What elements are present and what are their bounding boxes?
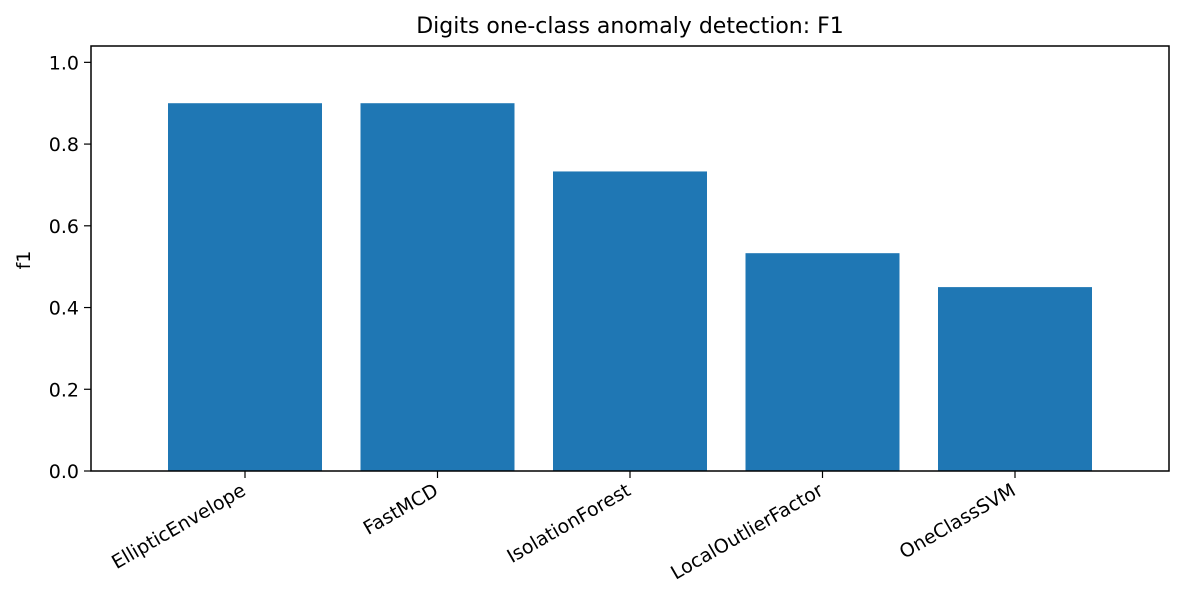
y-tick-label: 0.8 [49,134,79,156]
y-axis-label: f1 [13,251,35,270]
y-ticks-layer: 0.0 0.2 0.4 0.6 0.8 1.0 [49,52,91,483]
bar-ellipticenvelope [168,103,322,471]
plot-frame [90,45,1170,472]
chart-title: Digits one-class anomaly detection: F1 [416,14,844,39]
bar-isolationforest [553,171,707,471]
y-tick-label: 1.0 [49,52,79,74]
bars-layer [168,103,1092,471]
x-tick-label: OneClassSVM [896,479,1020,563]
x-ticks-layer: EllipticEnvelope FastMCD IsolationForest Lo… [108,471,1020,584]
y-tick-label: 0.6 [49,216,79,238]
x-tick-label: LocalOutlierFactor [667,479,827,584]
bar-oneclasssvm [938,287,1092,471]
y-tick-label: 0.2 [49,379,79,401]
bar-fastmcd [360,103,515,471]
y-tick-label: 0.0 [49,461,79,483]
x-tick-label: FastMCD [360,479,442,539]
x-tick-label: EllipticEnvelope [108,479,250,573]
bar-localoutlierfactor [745,253,900,471]
x-tick-label: IsolationForest [503,479,634,567]
y-tick-label: 0.4 [49,298,79,320]
